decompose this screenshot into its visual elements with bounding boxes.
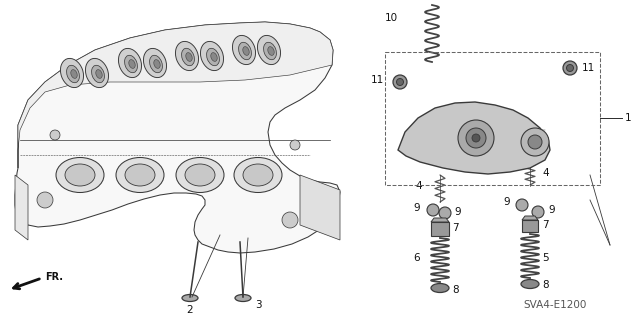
Text: 9: 9 xyxy=(548,205,555,215)
Circle shape xyxy=(532,206,544,218)
Ellipse shape xyxy=(65,164,95,186)
Text: 8: 8 xyxy=(542,280,548,290)
Text: 3: 3 xyxy=(255,300,262,310)
Ellipse shape xyxy=(182,48,195,66)
Circle shape xyxy=(516,199,528,211)
Circle shape xyxy=(427,204,439,216)
Ellipse shape xyxy=(268,47,274,56)
Polygon shape xyxy=(522,216,538,220)
Text: 1: 1 xyxy=(625,113,632,123)
Polygon shape xyxy=(18,22,333,168)
Ellipse shape xyxy=(243,47,249,56)
Circle shape xyxy=(290,140,300,150)
Text: 11: 11 xyxy=(371,75,384,85)
Ellipse shape xyxy=(176,158,224,192)
Bar xyxy=(385,52,600,185)
Bar xyxy=(385,52,600,185)
Text: 9: 9 xyxy=(504,197,510,207)
Circle shape xyxy=(521,128,549,156)
Ellipse shape xyxy=(257,35,280,64)
Ellipse shape xyxy=(186,53,192,61)
Ellipse shape xyxy=(56,158,104,192)
Ellipse shape xyxy=(235,294,251,301)
Ellipse shape xyxy=(211,53,217,61)
Text: 11: 11 xyxy=(582,63,595,73)
Ellipse shape xyxy=(86,58,109,88)
Text: 4: 4 xyxy=(542,168,548,178)
Ellipse shape xyxy=(143,48,166,78)
Ellipse shape xyxy=(116,158,164,192)
Circle shape xyxy=(37,192,53,208)
Ellipse shape xyxy=(182,294,198,301)
Circle shape xyxy=(50,130,60,140)
Ellipse shape xyxy=(96,70,102,78)
Text: 2: 2 xyxy=(187,305,193,315)
Ellipse shape xyxy=(125,164,155,186)
Ellipse shape xyxy=(150,55,163,73)
Ellipse shape xyxy=(243,164,273,186)
Circle shape xyxy=(563,61,577,75)
Ellipse shape xyxy=(118,48,141,78)
Ellipse shape xyxy=(67,65,79,83)
Ellipse shape xyxy=(239,42,252,60)
Ellipse shape xyxy=(185,164,215,186)
Ellipse shape xyxy=(200,41,223,70)
Text: 6: 6 xyxy=(413,253,420,263)
Bar xyxy=(522,220,538,232)
Text: SVA4-E1200: SVA4-E1200 xyxy=(524,300,587,310)
Ellipse shape xyxy=(92,65,104,83)
Circle shape xyxy=(397,78,403,85)
Circle shape xyxy=(466,128,486,148)
Polygon shape xyxy=(15,22,340,253)
Text: 9: 9 xyxy=(454,207,461,217)
Text: FR.: FR. xyxy=(45,272,63,282)
Ellipse shape xyxy=(431,284,449,293)
Ellipse shape xyxy=(234,158,282,192)
Ellipse shape xyxy=(154,60,160,68)
Ellipse shape xyxy=(60,58,84,88)
Polygon shape xyxy=(300,175,340,240)
Ellipse shape xyxy=(125,55,138,73)
Ellipse shape xyxy=(521,279,539,288)
Polygon shape xyxy=(431,218,449,222)
Circle shape xyxy=(282,212,298,228)
Polygon shape xyxy=(398,102,550,174)
Text: 7: 7 xyxy=(452,223,459,233)
Circle shape xyxy=(439,207,451,219)
Circle shape xyxy=(528,135,542,149)
Circle shape xyxy=(566,64,573,71)
Text: 5: 5 xyxy=(542,253,548,263)
Text: 8: 8 xyxy=(452,285,459,295)
Circle shape xyxy=(393,75,407,89)
Ellipse shape xyxy=(175,41,198,70)
Text: 7: 7 xyxy=(542,220,548,230)
Bar xyxy=(431,222,449,236)
Ellipse shape xyxy=(232,35,255,64)
Ellipse shape xyxy=(207,48,220,66)
Text: 4: 4 xyxy=(415,181,422,191)
Ellipse shape xyxy=(129,60,135,68)
Text: 9: 9 xyxy=(413,203,420,213)
Circle shape xyxy=(472,134,480,142)
Ellipse shape xyxy=(71,70,77,78)
Ellipse shape xyxy=(264,42,276,60)
Polygon shape xyxy=(15,175,28,240)
Text: 10: 10 xyxy=(385,13,398,23)
Circle shape xyxy=(458,120,494,156)
